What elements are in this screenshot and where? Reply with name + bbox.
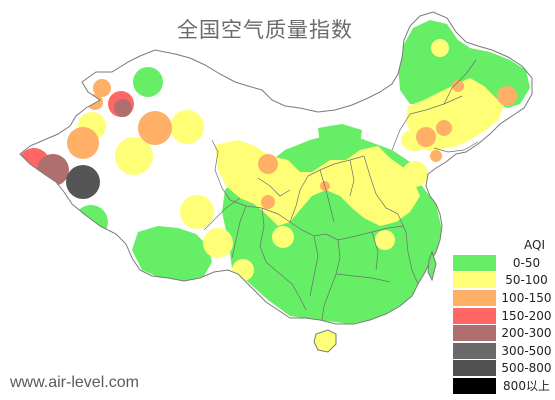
site-watermark: www.air-level.com xyxy=(10,374,139,391)
legend-item[interactable]: 50-100 xyxy=(453,272,553,290)
aqi-sensitive-regions xyxy=(67,79,517,209)
legend-rows: 0-50 50-100 100-150 150-200 200-300 300-500 50… xyxy=(453,254,553,395)
aqi-hazardous-regions xyxy=(66,165,100,199)
legend-label: 100-150 xyxy=(501,290,552,305)
aqi-legend: AQI 0-50 50-100 100-150 150-200 200-300 300-5… xyxy=(453,236,553,395)
legend-item[interactable]: 500-800 xyxy=(453,360,553,378)
legend-swatch xyxy=(453,254,496,271)
legend-item[interactable]: 100-150 xyxy=(453,289,553,307)
legend-label: 50-100 xyxy=(505,273,548,288)
legend-swatch xyxy=(453,289,496,306)
legend-item[interactable]: 0-50 xyxy=(453,254,553,272)
legend-label: 200-300 xyxy=(501,326,552,341)
map-title: 全国空气质量指数 xyxy=(177,18,353,42)
legend-item[interactable]: 150-200 xyxy=(453,307,553,325)
legend-label: 800以上 xyxy=(503,379,550,394)
legend-swatch xyxy=(453,360,496,377)
legend-swatch xyxy=(453,307,496,324)
legend-item[interactable]: 300-500 xyxy=(453,342,553,360)
legend-item[interactable]: 200-300 xyxy=(453,324,553,342)
legend-title: AQI xyxy=(524,238,545,252)
legend-swatch xyxy=(453,377,496,394)
legend-label: 300-500 xyxy=(501,343,552,358)
province-borders xyxy=(203,59,479,321)
legend-label: 500-800 xyxy=(501,361,552,376)
legend-swatch xyxy=(453,325,496,342)
legend-label: 150-200 xyxy=(501,308,552,323)
country-outline xyxy=(19,11,533,353)
legend-label: 0-50 xyxy=(512,255,541,270)
legend-swatch xyxy=(453,272,496,289)
legend-swatch xyxy=(453,342,496,359)
legend-item[interactable]: 800以上 xyxy=(453,377,553,395)
